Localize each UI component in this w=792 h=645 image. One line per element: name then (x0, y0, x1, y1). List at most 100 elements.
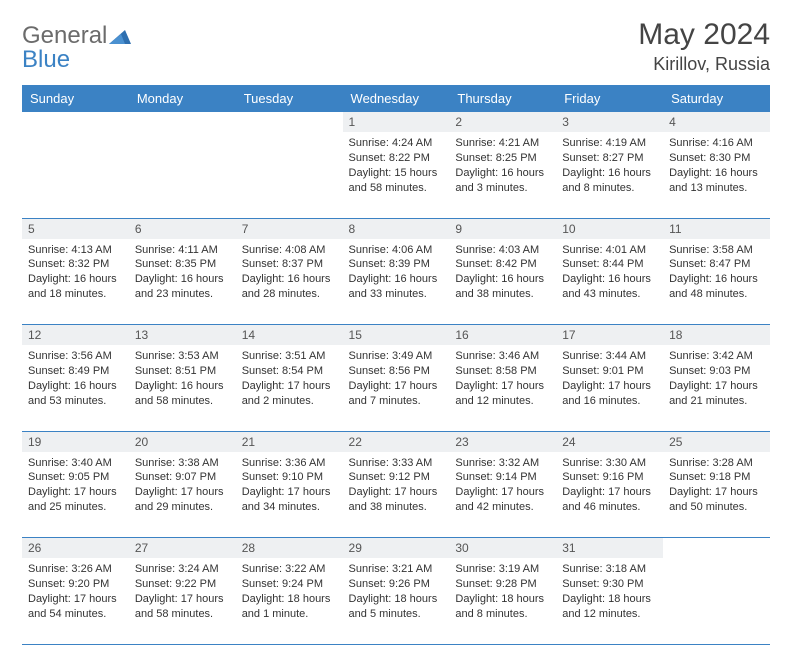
day-cell: Sunrise: 3:26 AMSunset: 9:20 PMDaylight:… (22, 558, 129, 644)
day1-line: Daylight: 17 hours (28, 485, 123, 500)
day-detail: Sunrise: 3:22 AMSunset: 9:24 PMDaylight:… (242, 562, 337, 621)
sunrise-line: Sunrise: 4:03 AM (455, 243, 550, 258)
day2-line: and 46 minutes. (562, 500, 657, 515)
day2-line: and 38 minutes. (455, 287, 550, 302)
day-number-cell: 31 (556, 538, 663, 559)
brand-triangle-icon (109, 28, 131, 48)
brand-text-blue: Blue (22, 48, 131, 72)
day2-line: and 18 minutes. (28, 287, 123, 302)
week-row: Sunrise: 4:24 AMSunset: 8:22 PMDaylight:… (22, 132, 770, 218)
week-row: Sunrise: 3:26 AMSunset: 9:20 PMDaylight:… (22, 558, 770, 644)
day1-line: Daylight: 16 hours (135, 272, 230, 287)
day1-line: Daylight: 16 hours (455, 272, 550, 287)
day-number: 20 (135, 435, 148, 449)
day-detail: Sunrise: 4:16 AMSunset: 8:30 PMDaylight:… (669, 136, 764, 195)
day-number-cell: 12 (22, 325, 129, 346)
day2-line: and 12 minutes. (562, 607, 657, 622)
day1-line: Daylight: 16 hours (562, 166, 657, 181)
month-title: May 2024 (638, 18, 770, 52)
day-cell: Sunrise: 3:40 AMSunset: 9:05 PMDaylight:… (22, 452, 129, 538)
day2-line: and 50 minutes. (669, 500, 764, 515)
day-number-row: 262728293031 (22, 538, 770, 559)
day1-line: Daylight: 17 hours (349, 485, 444, 500)
calendar-table: Sunday Monday Tuesday Wednesday Thursday… (22, 85, 770, 645)
day1-line: Daylight: 17 hours (562, 485, 657, 500)
day-number: 3 (562, 115, 569, 129)
day2-line: and 12 minutes. (455, 394, 550, 409)
day-number-cell: 29 (343, 538, 450, 559)
day-number-cell: 3 (556, 112, 663, 132)
week-row: Sunrise: 3:40 AMSunset: 9:05 PMDaylight:… (22, 452, 770, 538)
sunset-line: Sunset: 8:56 PM (349, 364, 444, 379)
day-cell: Sunrise: 3:33 AMSunset: 9:12 PMDaylight:… (343, 452, 450, 538)
day2-line: and 28 minutes. (242, 287, 337, 302)
day-detail: Sunrise: 3:30 AMSunset: 9:16 PMDaylight:… (562, 456, 657, 515)
sunset-line: Sunset: 8:37 PM (242, 257, 337, 272)
day1-line: Daylight: 17 hours (455, 379, 550, 394)
day-cell: Sunrise: 4:03 AMSunset: 8:42 PMDaylight:… (449, 239, 556, 325)
day-cell: Sunrise: 4:08 AMSunset: 8:37 PMDaylight:… (236, 239, 343, 325)
day-detail: Sunrise: 3:18 AMSunset: 9:30 PMDaylight:… (562, 562, 657, 621)
day-cell: Sunrise: 3:46 AMSunset: 8:58 PMDaylight:… (449, 345, 556, 431)
day-detail: Sunrise: 3:36 AMSunset: 9:10 PMDaylight:… (242, 456, 337, 515)
day-number: 15 (349, 328, 362, 342)
sunset-line: Sunset: 9:26 PM (349, 577, 444, 592)
brand-logo: GeneralBlue (22, 18, 131, 72)
day-cell: Sunrise: 3:18 AMSunset: 9:30 PMDaylight:… (556, 558, 663, 644)
day-number-row: 19202122232425 (22, 431, 770, 452)
day-cell: Sunrise: 3:38 AMSunset: 9:07 PMDaylight:… (129, 452, 236, 538)
day1-line: Daylight: 17 hours (669, 379, 764, 394)
sunrise-line: Sunrise: 4:21 AM (455, 136, 550, 151)
day-cell: Sunrise: 3:56 AMSunset: 8:49 PMDaylight:… (22, 345, 129, 431)
day-number-cell: 14 (236, 325, 343, 346)
day-number: 2 (455, 115, 462, 129)
day-detail: Sunrise: 3:28 AMSunset: 9:18 PMDaylight:… (669, 456, 764, 515)
sunrise-line: Sunrise: 3:24 AM (135, 562, 230, 577)
day2-line: and 2 minutes. (242, 394, 337, 409)
day-number-cell: 5 (22, 218, 129, 239)
sunset-line: Sunset: 8:30 PM (669, 151, 764, 166)
day-number: 25 (669, 435, 682, 449)
day-number: 17 (562, 328, 575, 342)
sunrise-line: Sunrise: 4:19 AM (562, 136, 657, 151)
page-header: GeneralBlue May 2024 Kirillov, Russia (22, 18, 770, 75)
day-detail: Sunrise: 3:21 AMSunset: 9:26 PMDaylight:… (349, 562, 444, 621)
title-block: May 2024 Kirillov, Russia (638, 18, 770, 75)
sunset-line: Sunset: 8:27 PM (562, 151, 657, 166)
weekday-header: Wednesday (343, 85, 450, 112)
day-number-cell (129, 112, 236, 132)
sunrise-line: Sunrise: 3:33 AM (349, 456, 444, 471)
day2-line: and 33 minutes. (349, 287, 444, 302)
day-cell: Sunrise: 3:42 AMSunset: 9:03 PMDaylight:… (663, 345, 770, 431)
day-number: 26 (28, 541, 41, 555)
day1-line: Daylight: 16 hours (28, 272, 123, 287)
day2-line: and 8 minutes. (562, 181, 657, 196)
day-number-cell: 23 (449, 431, 556, 452)
day-number: 31 (562, 541, 575, 555)
day1-line: Daylight: 18 hours (242, 592, 337, 607)
sunrise-line: Sunrise: 4:13 AM (28, 243, 123, 258)
day2-line: and 42 minutes. (455, 500, 550, 515)
day-number-cell: 27 (129, 538, 236, 559)
day1-line: Daylight: 16 hours (28, 379, 123, 394)
sunrise-line: Sunrise: 3:28 AM (669, 456, 764, 471)
day-number: 12 (28, 328, 41, 342)
day-number-cell: 18 (663, 325, 770, 346)
sunrise-line: Sunrise: 3:18 AM (562, 562, 657, 577)
sunrise-line: Sunrise: 3:21 AM (349, 562, 444, 577)
day-cell: Sunrise: 3:53 AMSunset: 8:51 PMDaylight:… (129, 345, 236, 431)
day-number-cell: 30 (449, 538, 556, 559)
sunrise-line: Sunrise: 3:44 AM (562, 349, 657, 364)
day1-line: Daylight: 17 hours (455, 485, 550, 500)
day-number-cell: 7 (236, 218, 343, 239)
sunset-line: Sunset: 8:25 PM (455, 151, 550, 166)
sunrise-line: Sunrise: 3:26 AM (28, 562, 123, 577)
day-number-cell (236, 112, 343, 132)
day-number: 6 (135, 222, 142, 236)
day2-line: and 5 minutes. (349, 607, 444, 622)
sunrise-line: Sunrise: 3:32 AM (455, 456, 550, 471)
day-number-cell: 22 (343, 431, 450, 452)
sunrise-line: Sunrise: 3:38 AM (135, 456, 230, 471)
day1-line: Daylight: 17 hours (242, 379, 337, 394)
sunset-line: Sunset: 9:03 PM (669, 364, 764, 379)
